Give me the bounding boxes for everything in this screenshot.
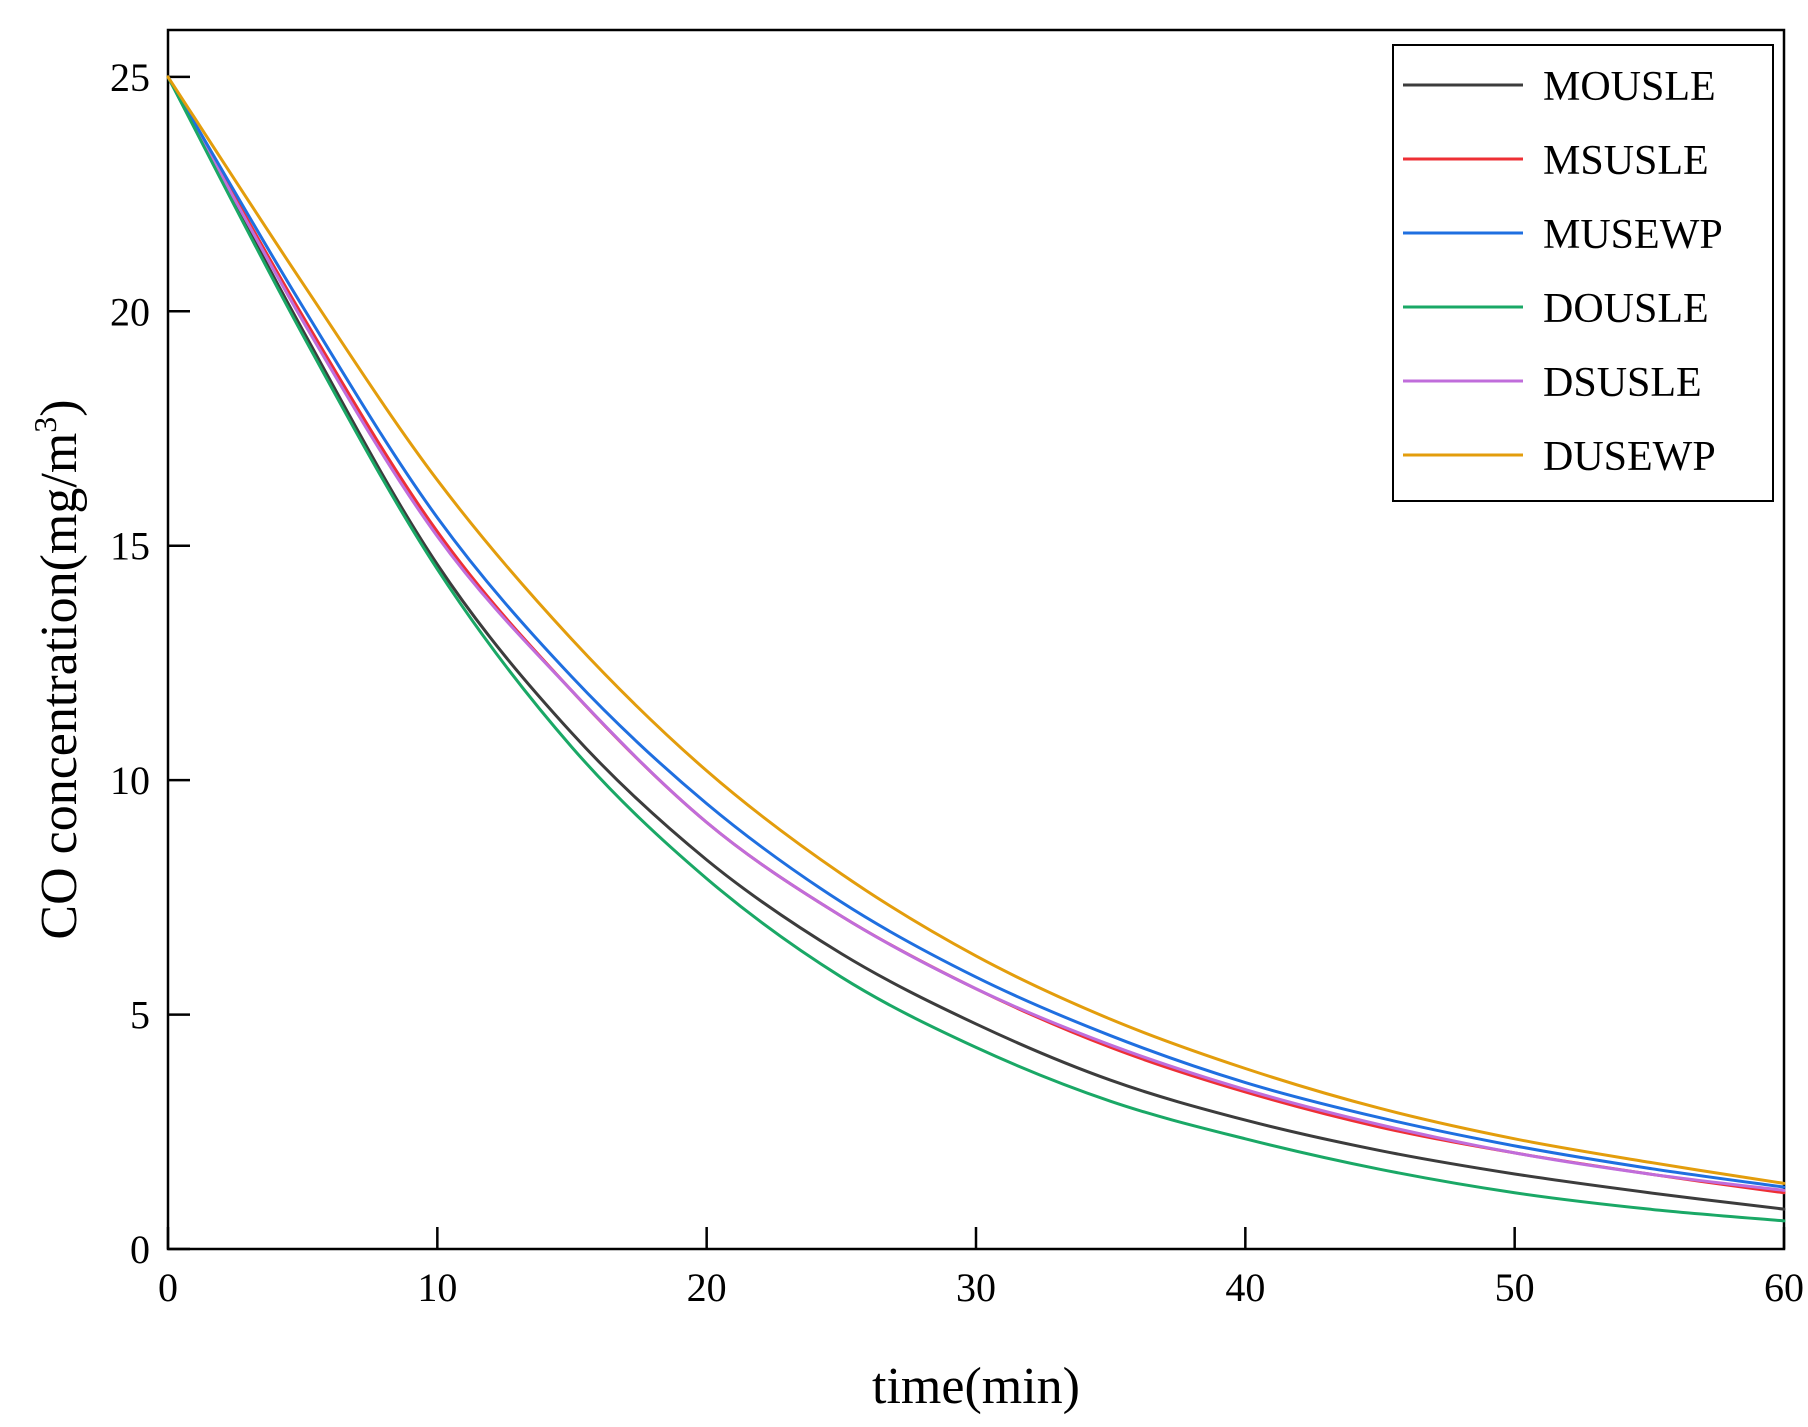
legend-label-msusle: MSUSLE [1543, 138, 1709, 184]
x-tick-label: 60 [1764, 1265, 1804, 1310]
x-tick-label: 20 [687, 1265, 727, 1310]
y-axis-title-main: CO concentration(mg/m [31, 433, 88, 940]
plot-area: 0 10 20 30 40 50 60 0 5 10 15 20 25 [110, 28, 1804, 1310]
y-tick-label: 10 [110, 758, 150, 803]
x-tick-label: 0 [158, 1265, 178, 1310]
series-line-dusewp [166, 75, 1786, 1185]
legend-label-mousle: MOUSLE [1543, 64, 1716, 110]
y-axis-title-superscript: 3 [27, 417, 63, 433]
series-line-musewp [166, 75, 1786, 1189]
y-tick-label: 25 [110, 55, 150, 100]
y-tick-label: 20 [110, 289, 150, 334]
legend: MOUSLE MSUSLE MUSEWP DOUSLE DSUSLE DUSEWP [1392, 44, 1774, 502]
y-axis-title-close: ) [31, 399, 88, 416]
legend-box [1392, 44, 1774, 502]
y-tick-label: 0 [130, 1227, 150, 1272]
x-tick-label: 30 [956, 1265, 996, 1310]
series-line-mousle [166, 75, 1786, 1211]
y-axis-title: CO concentration(mg/m3) [27, 399, 88, 939]
legend-label-dsusle: DSUSLE [1543, 360, 1702, 406]
x-axis-title: time(min) [872, 1358, 1080, 1415]
x-tick-label: 50 [1495, 1265, 1535, 1310]
x-tick-label: 40 [1225, 1265, 1265, 1310]
legend-label-dousle: DOUSLE [1543, 286, 1709, 332]
series-line-dsusle [166, 75, 1786, 1192]
x-tick-label: 10 [417, 1265, 457, 1310]
series-line-dousle [166, 75, 1786, 1223]
legend-label-dusewp: DUSEWP [1543, 434, 1716, 480]
legend-label-musewp: MUSEWP [1543, 212, 1723, 258]
y-tick-label: 15 [110, 524, 150, 569]
y-tick-label: 5 [130, 993, 150, 1038]
